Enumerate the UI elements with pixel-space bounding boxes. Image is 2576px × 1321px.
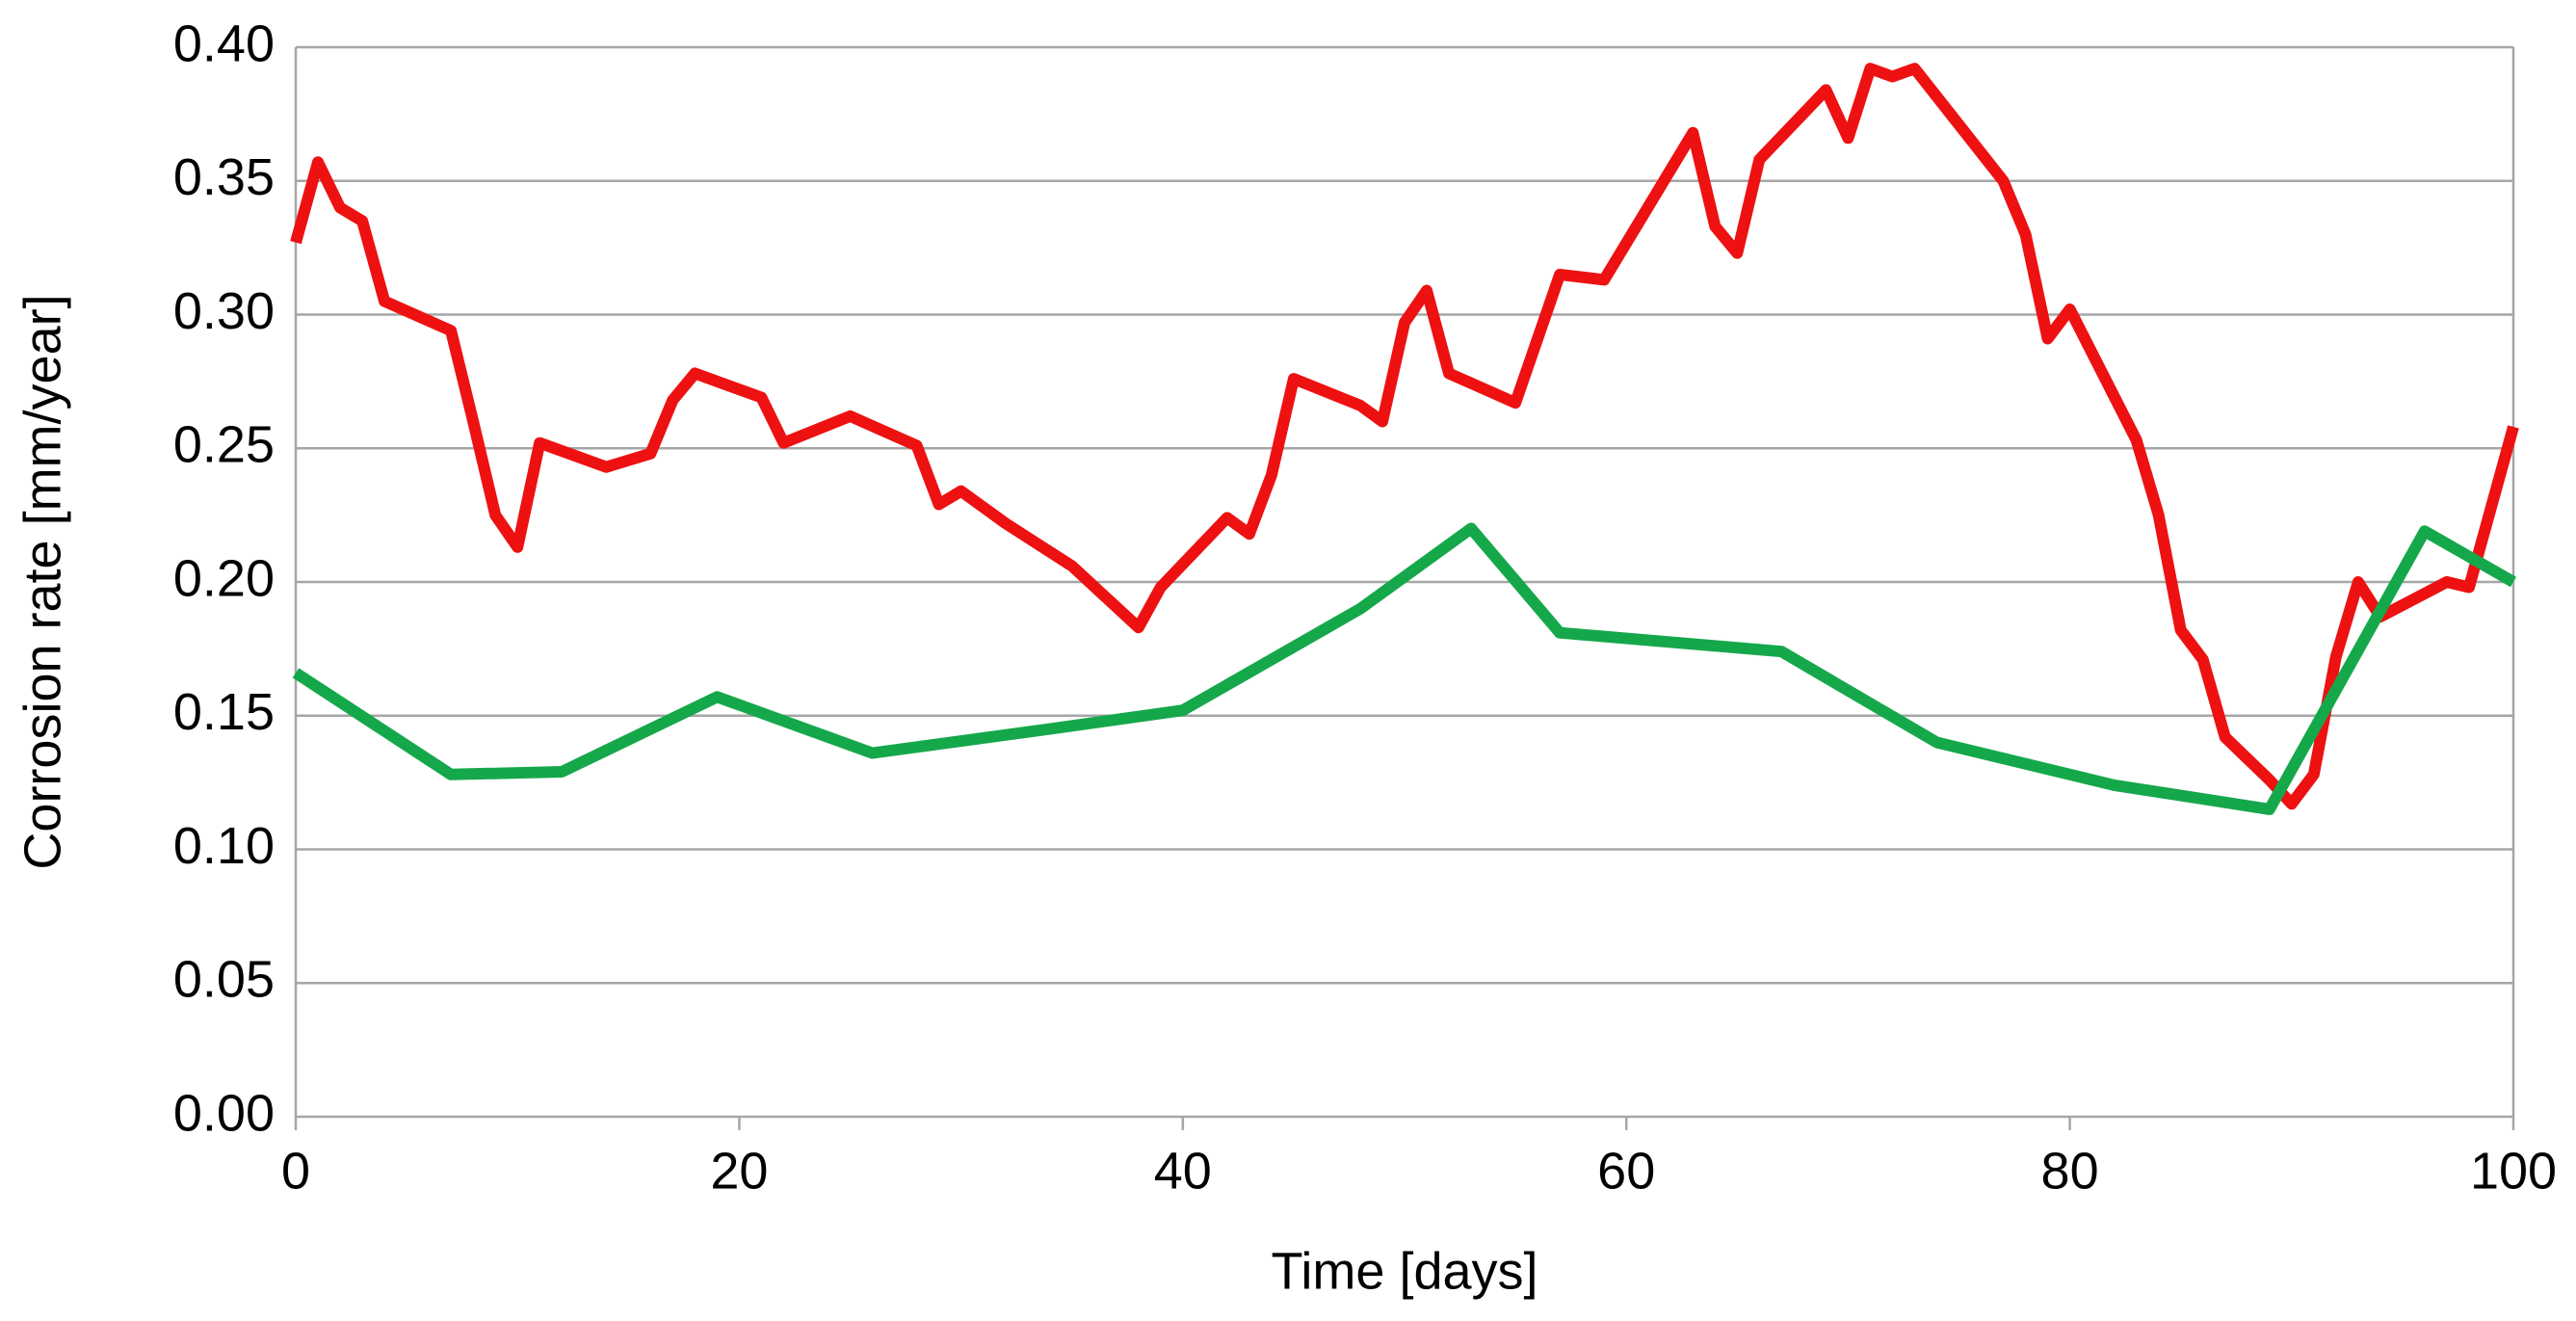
data-line	[292, 522, 2516, 815]
y-tick-label: 0.10	[173, 817, 275, 875]
x-axis-title: Time [days]	[1271, 1242, 1538, 1300]
data-line	[290, 63, 2519, 810]
x-tick-label: 100	[2470, 1142, 2557, 1200]
y-tick-label: 0.00	[173, 1084, 275, 1142]
y-tick-label: 0.05	[173, 951, 275, 1009]
y-tick-label: 0.35	[173, 148, 275, 206]
x-tick-label: 0	[281, 1142, 310, 1200]
y-tick-label: 0.15	[173, 683, 275, 741]
y-tick-label: 0.25	[173, 416, 275, 474]
y-tick-label: 0.40	[173, 14, 275, 72]
y-tick-label: 0.20	[173, 549, 275, 607]
y-tick-label: 0.30	[173, 282, 275, 340]
x-tick-label: 60	[1597, 1142, 1655, 1200]
y-axis-title: Corrosion rate [mm/year]	[13, 294, 71, 869]
x-tick-label: 40	[1154, 1142, 1212, 1200]
x-tick-label: 20	[710, 1142, 768, 1200]
x-tick-label: 80	[2041, 1142, 2099, 1200]
